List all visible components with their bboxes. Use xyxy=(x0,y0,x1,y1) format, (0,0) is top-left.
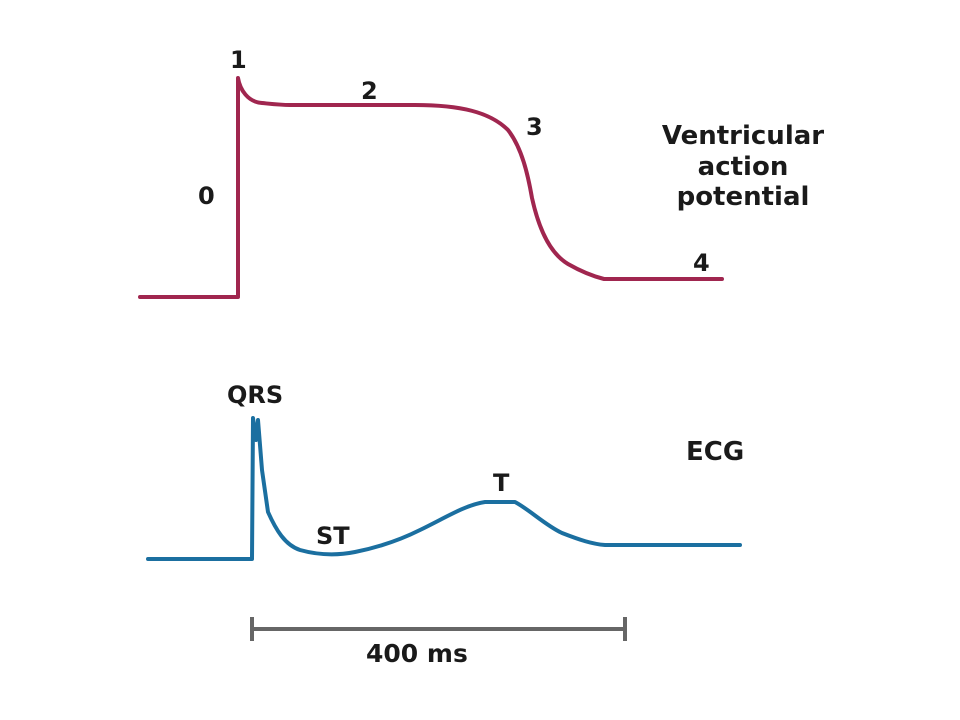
phase-1-label: 1 xyxy=(230,46,247,74)
phase-0-label: 0 xyxy=(198,182,215,210)
action-potential-title-line-3: potential xyxy=(676,182,810,213)
t-wave-label: T xyxy=(493,469,510,497)
action-potential-title-line-2: action xyxy=(697,151,789,182)
action-potential-trace xyxy=(138,76,724,299)
phase-3-label: 3 xyxy=(526,113,543,141)
ecg-trace xyxy=(146,416,742,561)
phase-2-label: 2 xyxy=(361,77,378,105)
scale-bar-label: 400 ms xyxy=(366,639,468,668)
scale-bar xyxy=(250,617,627,641)
st-label: ST xyxy=(316,522,350,550)
phase-4-label: 4 xyxy=(693,249,710,277)
action-potential-title: Ventricular action potential xyxy=(620,121,866,213)
ecg-title: ECG xyxy=(686,437,745,467)
qrs-label: QRS xyxy=(227,381,284,409)
action-potential-title-line-1: Ventricular xyxy=(661,121,825,151)
